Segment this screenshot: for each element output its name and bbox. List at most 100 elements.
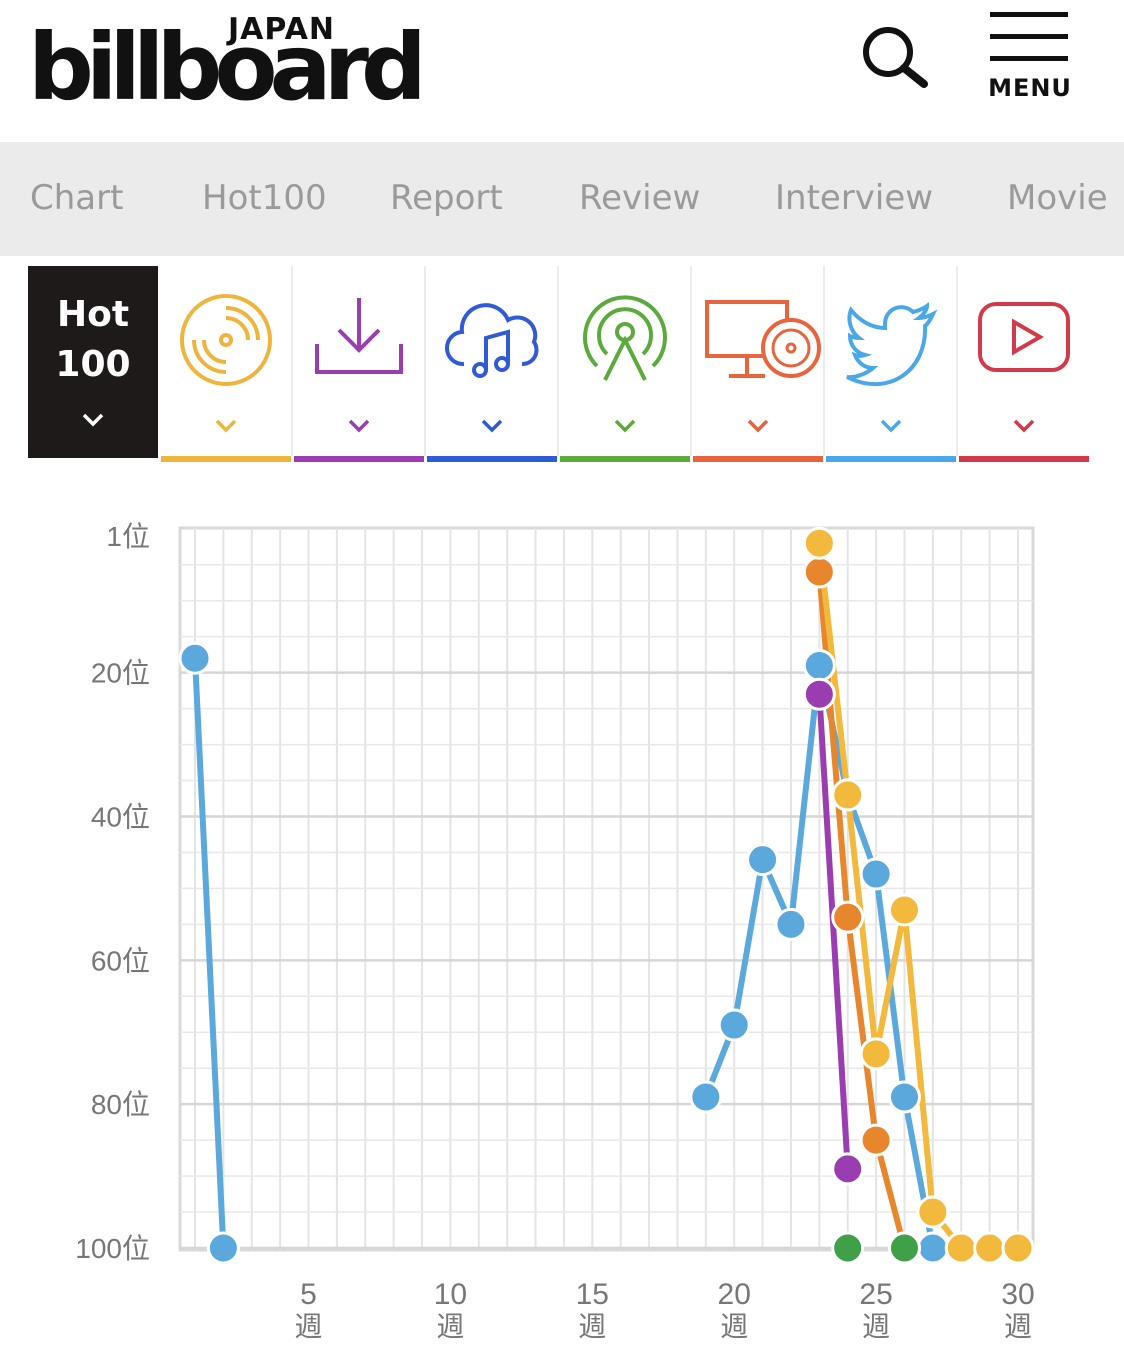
tab-download[interactable] bbox=[294, 266, 426, 462]
hot100-label-line2: 100 bbox=[55, 344, 131, 385]
search-button[interactable] bbox=[858, 24, 930, 88]
data-point bbox=[831, 900, 865, 934]
cloud-music-icon bbox=[445, 303, 539, 378]
tab-pc-lookup[interactable] bbox=[693, 266, 825, 462]
y-tick-label: 1位 bbox=[106, 521, 150, 552]
radio-tower-icon bbox=[583, 295, 667, 381]
data-point bbox=[206, 1231, 240, 1265]
series-line bbox=[816, 568, 908, 1251]
y-tick-label: 60位 bbox=[91, 945, 150, 976]
nav-review[interactable]: Review bbox=[579, 178, 701, 218]
rank-history-chart: 1位 20位 40位 60位 80位 100位 5 週 10 週 15 週 20 週 25 週 30 週 bbox=[0, 490, 1124, 1344]
nav-chart[interactable]: Chart bbox=[30, 178, 124, 218]
divider bbox=[291, 266, 293, 456]
tab-underline bbox=[161, 456, 291, 462]
divider bbox=[690, 266, 692, 456]
chevron-down-icon bbox=[1013, 419, 1035, 433]
tab-underline bbox=[294, 456, 424, 462]
data-point bbox=[916, 1231, 950, 1265]
series-line bbox=[192, 655, 227, 1251]
data-point bbox=[178, 641, 212, 675]
x-tick-unit: 週 bbox=[720, 1310, 748, 1343]
twitter-icon bbox=[846, 301, 938, 387]
x-tick-label: 20 bbox=[718, 1278, 751, 1311]
hamburger-bar bbox=[990, 56, 1068, 61]
series-line bbox=[816, 691, 851, 1172]
tab-underline bbox=[427, 456, 557, 462]
nav-movie[interactable]: Movie bbox=[1007, 178, 1108, 218]
data-point bbox=[802, 526, 836, 560]
logo-billboard-text: billboard bbox=[28, 14, 427, 121]
divider bbox=[823, 266, 825, 456]
y-tick-label: 80位 bbox=[91, 1089, 150, 1120]
data-point bbox=[831, 1231, 865, 1265]
tab-underline bbox=[693, 456, 823, 462]
tab-youtube[interactable] bbox=[959, 266, 1089, 462]
y-tick-label: 40位 bbox=[91, 801, 150, 832]
site-header: JAPAN billboard MENU bbox=[0, 0, 1124, 142]
hamburger-icon bbox=[990, 12, 1068, 17]
data-point bbox=[774, 907, 808, 941]
data-point bbox=[717, 1008, 751, 1042]
x-tick-label: 10 bbox=[434, 1278, 467, 1311]
pc-cd-icon bbox=[705, 300, 821, 378]
tab-streaming[interactable] bbox=[427, 266, 559, 462]
y-tick-label: 20位 bbox=[91, 658, 150, 689]
hot100-label: Hot 100 bbox=[28, 290, 158, 390]
divider bbox=[424, 266, 426, 456]
nav-interview[interactable]: Interview bbox=[775, 178, 934, 218]
data-point bbox=[859, 1037, 893, 1071]
data-point bbox=[831, 778, 865, 812]
tab-underline bbox=[560, 456, 690, 462]
chevron-down-icon bbox=[348, 419, 370, 433]
data-point bbox=[973, 1231, 1007, 1265]
data-point bbox=[887, 1080, 921, 1114]
data-point bbox=[859, 1123, 893, 1157]
chart-category-tabs: Hot 100 bbox=[28, 266, 1096, 462]
tab-radio[interactable] bbox=[560, 266, 692, 462]
tab-physical[interactable] bbox=[161, 266, 293, 462]
tab-hot100[interactable]: Hot 100 bbox=[28, 266, 158, 458]
divider bbox=[956, 266, 958, 456]
x-tick-unit: 週 bbox=[436, 1310, 464, 1343]
data-point bbox=[887, 893, 921, 927]
x-tick-label: 25 bbox=[859, 1278, 892, 1311]
tab-underline bbox=[959, 456, 1089, 462]
data-point bbox=[831, 1152, 865, 1186]
tab-underline bbox=[826, 456, 956, 462]
x-tick-unit: 週 bbox=[578, 1310, 606, 1343]
download-icon bbox=[315, 298, 403, 374]
chevron-down-icon bbox=[880, 419, 902, 433]
menu-button[interactable]: MENU bbox=[988, 10, 1072, 102]
tab-twitter[interactable] bbox=[826, 266, 958, 462]
hamburger-bar bbox=[990, 34, 1068, 39]
x-tick-unit: 週 bbox=[1004, 1310, 1032, 1343]
menu-label: MENU bbox=[988, 74, 1072, 102]
main-nav: Chart Hot100 Report Review Interview Mov… bbox=[0, 142, 1124, 256]
hot100-label-line1: Hot bbox=[56, 294, 130, 335]
nav-report[interactable]: Report bbox=[390, 178, 503, 218]
chevron-down-icon bbox=[82, 413, 104, 427]
chevron-down-icon bbox=[614, 419, 636, 433]
x-tick-label: 5 bbox=[300, 1278, 317, 1311]
data-point bbox=[859, 857, 893, 891]
cd-icon bbox=[180, 294, 272, 386]
chevron-down-icon bbox=[215, 419, 237, 433]
data-point bbox=[1001, 1231, 1035, 1265]
data-point bbox=[746, 843, 780, 877]
nav-hot100[interactable]: Hot100 bbox=[202, 178, 327, 218]
x-tick-label: 30 bbox=[1001, 1278, 1034, 1311]
data-point bbox=[689, 1080, 723, 1114]
x-tick-label: 15 bbox=[576, 1278, 609, 1311]
x-tick-unit: 週 bbox=[862, 1310, 890, 1343]
x-tick-unit: 週 bbox=[295, 1310, 323, 1343]
data-point bbox=[802, 648, 836, 682]
chevron-down-icon bbox=[481, 419, 503, 433]
chevron-down-icon bbox=[747, 419, 769, 433]
data-point bbox=[916, 1195, 950, 1229]
youtube-icon bbox=[978, 302, 1070, 372]
y-tick-label: 100位 bbox=[75, 1233, 150, 1264]
billboard-japan-logo[interactable]: JAPAN billboard bbox=[28, 12, 428, 121]
divider bbox=[557, 266, 559, 456]
